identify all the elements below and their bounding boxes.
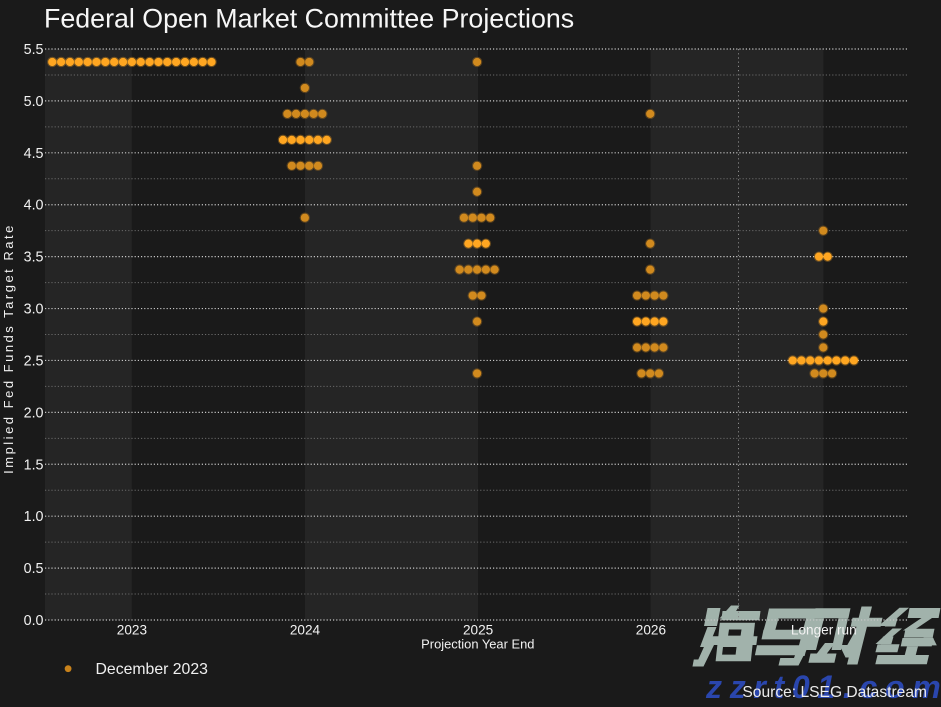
svg-text:4.5: 4.5 [24,146,44,162]
svg-text:2.5: 2.5 [24,353,44,369]
svg-text:Source: LSEG Datastream: Source: LSEG Datastream [742,684,927,701]
svg-text:Longer run: Longer run [791,622,857,637]
svg-text:1.5: 1.5 [24,457,44,473]
svg-text:zzrt01.com: zzrt01.com [705,669,941,702]
svg-text:5.5: 5.5 [24,42,44,58]
svg-text:4.0: 4.0 [24,198,44,214]
svg-text:2024: 2024 [290,622,321,637]
svg-text:December 2023: December 2023 [96,661,209,678]
svg-text:3.0: 3.0 [24,302,44,318]
svg-text:2023: 2023 [117,622,147,637]
svg-text:3.5: 3.5 [24,250,44,266]
svg-text:2.0: 2.0 [24,405,44,421]
svg-text:1.0: 1.0 [24,509,44,525]
svg-text:Federal Open Market Committee: Federal Open Market Committee Projection… [44,4,574,34]
svg-text:Implied Fed Funds Target Rate: Implied Fed Funds Target Rate [1,223,16,474]
svg-text:2025: 2025 [463,622,493,637]
svg-text:Projection Year End: Projection Year End [421,637,534,652]
svg-text:0.0: 0.0 [24,613,44,629]
svg-text:5.0: 5.0 [24,94,44,110]
svg-text:2026: 2026 [636,622,666,637]
svg-text:0.5: 0.5 [24,561,44,577]
